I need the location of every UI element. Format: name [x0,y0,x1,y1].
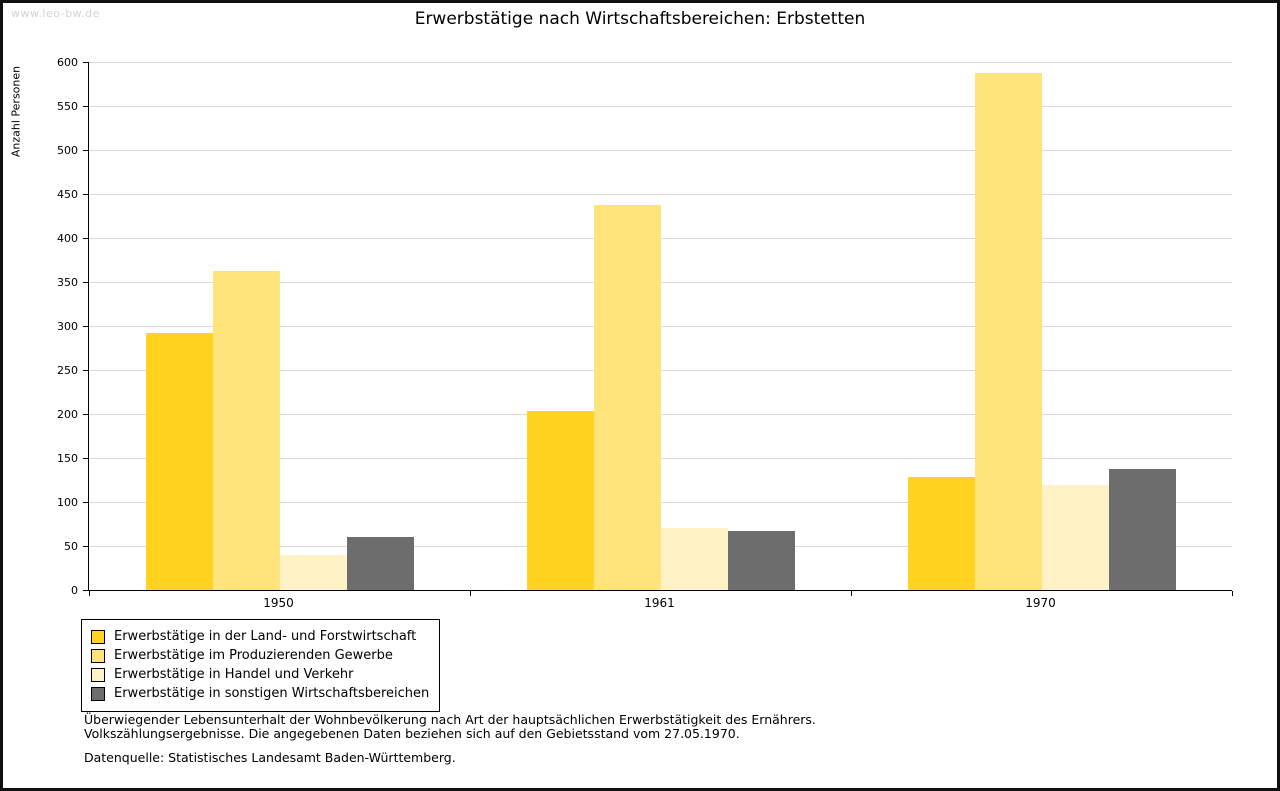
y-tick-label-250: 250 [57,364,78,377]
bar-1961-series-4 [727,531,795,590]
legend-item-2: Erwerbstätige im Produzierenden Gewerbe [91,648,429,663]
bar-1970-series-2 [974,73,1042,590]
legend-swatch-icon [91,667,105,682]
y-tick-mark-300 [83,326,88,327]
x-tick-mark-3 [1232,591,1233,596]
y-axis-label: Anzahl Personen [9,65,23,158]
y-tick-label-200: 200 [57,408,78,421]
y-tick-label-450: 450 [57,188,78,201]
x-tick-mark-2 [851,591,852,596]
legend-item-1: Erwerbstätige in der Land- und Forstwirt… [91,629,429,644]
gridline-y-600 [89,62,1232,63]
caption-source: Datenquelle: Statistisches Landesamt Bad… [84,750,456,765]
x-tick-mark-1 [470,591,471,596]
gridline-y-100 [89,502,1232,503]
watermark: www.leo-bw.de [11,7,100,20]
legend-item-3: Erwerbstätige in Handel und Verkehr [91,667,429,682]
caption: Überwiegender Lebensunterhalt der Wohnbe… [84,713,816,765]
y-tick-mark-350 [83,282,88,283]
caption-line-2: Volkszählungsergebnisse. Die angegebenen… [84,726,740,741]
y-tick-label-400: 400 [57,232,78,245]
y-tick-mark-500 [83,150,88,151]
y-tick-mark-550 [83,106,88,107]
legend-item-4: Erwerbstätige in sonstigen Wirtschaftsbe… [91,686,429,701]
legend-label: Erwerbstätige in der Land- und Forstwirt… [114,629,417,644]
bar-1950-series-1 [145,333,213,590]
bar-1961-series-2 [593,205,661,590]
bar-1950-series-4 [346,537,414,590]
y-tick-mark-450 [83,194,88,195]
gridline-y-200 [89,414,1232,415]
bar-1970-series-4 [1108,469,1176,590]
bar-group-1961 [526,62,795,590]
bar-1950-series-3 [279,554,347,590]
legend-swatch-icon [91,629,105,644]
gridline-y-250 [89,370,1232,371]
bar-1970-series-3 [1041,485,1109,590]
y-tick-mark-600 [83,62,88,63]
legend-label: Erwerbstätige im Produzierenden Gewerbe [114,648,393,663]
bar-1950-series-2 [212,270,280,590]
y-tick-label-600: 600 [57,56,78,69]
gridline-y-500 [89,150,1232,151]
bar-group-1970 [907,62,1176,590]
y-tick-mark-200 [83,414,88,415]
gridline-y-400 [89,238,1232,239]
legend-label: Erwerbstätige in Handel und Verkehr [114,667,354,682]
y-tick-label-150: 150 [57,452,78,465]
legend-label: Erwerbstätige in sonstigen Wirtschaftsbe… [114,686,430,701]
x-tick-label-1961: 1961 [644,596,675,610]
y-tick-label-350: 350 [57,276,78,289]
x-tick-label-1950: 1950 [263,596,294,610]
bar-1961-series-1 [526,410,594,590]
gridline-y-450 [89,194,1232,195]
legend-swatch-icon [91,648,105,663]
y-tick-mark-100 [83,502,88,503]
y-tick-label-0: 0 [71,584,78,597]
y-tick-label-550: 550 [57,100,78,113]
y-tick-label-500: 500 [57,144,78,157]
chart-title: Erwerbstätige nach Wirtschaftsbereichen:… [414,9,866,29]
y-tick-mark-250 [83,370,88,371]
y-tick-label-300: 300 [57,320,78,333]
gridline-y-550 [89,106,1232,107]
y-tick-mark-0 [83,590,88,591]
bar-1970-series-1 [907,476,975,590]
bar-group-1950 [145,62,414,590]
x-tick-label-1970: 1970 [1025,596,1056,610]
y-tick-mark-50 [83,546,88,547]
legend: Erwerbstätige in der Land- und Forstwirt… [81,619,441,712]
y-tick-label-50: 50 [64,540,78,553]
gridline-y-300 [89,326,1232,327]
y-tick-mark-400 [83,238,88,239]
x-tick-mark-0 [89,591,90,596]
plot-area [83,62,1233,596]
gridline-y-150 [89,458,1232,459]
caption-line-1: Überwiegender Lebensunterhalt der Wohnbe… [84,712,816,727]
y-tick-mark-150 [83,458,88,459]
gridline-y-350 [89,282,1232,283]
bar-1961-series-3 [660,528,728,590]
legend-swatch-icon [91,686,105,701]
y-tick-label-100: 100 [57,496,78,509]
